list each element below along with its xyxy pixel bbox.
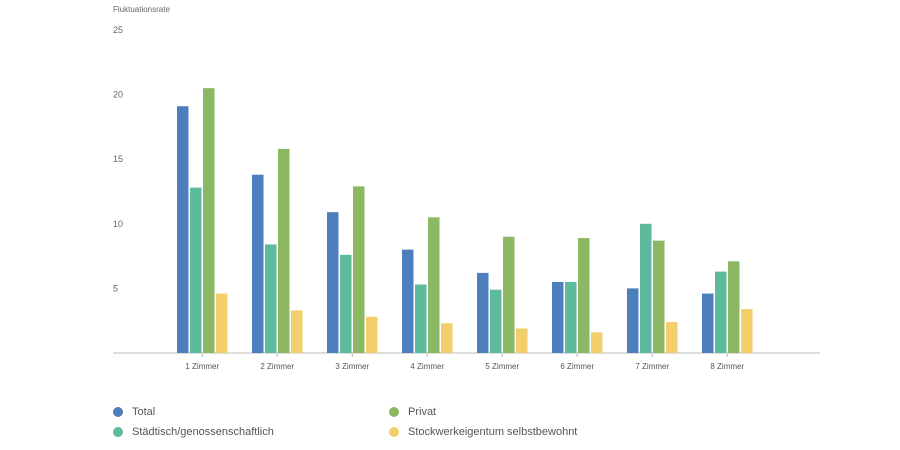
- x-tick-label: 6 Zimmer: [560, 362, 594, 371]
- legend-label: Stockwerkeigentum selbstbewohnt: [408, 426, 578, 438]
- legend-swatch: [113, 407, 123, 417]
- x-tick-label: 8 Zimmer: [710, 362, 744, 371]
- y-tick-label: 25: [113, 25, 123, 35]
- bar-4-series-3[interactable]: [428, 217, 440, 353]
- y-tick-label: 10: [113, 219, 123, 229]
- legend-item-privat[interactable]: Privat: [389, 406, 436, 418]
- x-tick-label: 2 Zimmer: [260, 362, 294, 371]
- bar-4-series-1[interactable]: [402, 249, 414, 353]
- bar-6-series-1[interactable]: [552, 281, 564, 353]
- legend-label: Privat: [408, 406, 437, 418]
- x-tick-label: 7 Zimmer: [635, 362, 669, 371]
- x-tick-label: 5 Zimmer: [485, 362, 519, 371]
- bar-4-series-2[interactable]: [415, 284, 427, 353]
- bar-5-series-2[interactable]: [490, 289, 502, 353]
- bar-2-series-4[interactable]: [291, 310, 303, 353]
- legend-swatch: [389, 427, 399, 437]
- bar-7-series-2[interactable]: [640, 223, 652, 353]
- bar-2-series-1[interactable]: [252, 174, 264, 353]
- bar-2-series-2[interactable]: [265, 244, 277, 353]
- bar-7-series-1[interactable]: [627, 288, 639, 353]
- x-tick-label: 4 Zimmer: [410, 362, 444, 371]
- legend-item-staedtisch[interactable]: Städtisch/genossenschaftlich: [113, 426, 274, 438]
- bar-7-series-3[interactable]: [653, 240, 665, 353]
- legend-item-total[interactable]: Total: [113, 406, 155, 418]
- legend-swatch: [389, 407, 399, 417]
- y-axis-ticks: 5 10 15 20 25: [113, 25, 123, 293]
- bar-3-series-1[interactable]: [327, 212, 339, 353]
- bar-3-series-4[interactable]: [366, 316, 378, 353]
- y-tick-label: 20: [113, 90, 123, 100]
- x-tick-label: 1 Zimmer: [185, 362, 219, 371]
- bar-8-series-1[interactable]: [702, 293, 714, 353]
- bar-5-series-4[interactable]: [516, 328, 528, 353]
- bar-1-series-2[interactable]: [190, 187, 202, 353]
- bar-5-series-3[interactable]: [503, 236, 515, 353]
- legend-swatch: [113, 427, 123, 437]
- legend-label: Total: [132, 406, 156, 418]
- bar-8-series-3[interactable]: [728, 261, 740, 353]
- x-axis-ticks: 1 Zimmer 2 Zimmer 3 Zimmer 4 Zimmer 5 Zimmer…: [185, 353, 744, 371]
- bar-4-series-4[interactable]: [441, 323, 453, 353]
- bars: [177, 88, 753, 353]
- legend: Total Städtisch/genossenschaftlich Priva…: [113, 402, 673, 442]
- bar-1-series-1[interactable]: [177, 106, 189, 353]
- bar-6-series-3[interactable]: [578, 238, 590, 353]
- x-tick-label: 3 Zimmer: [335, 362, 369, 371]
- bar-6-series-2[interactable]: [565, 281, 577, 353]
- bar-8-series-2[interactable]: [715, 271, 727, 353]
- bar-3-series-3[interactable]: [353, 186, 365, 353]
- bar-1-series-3[interactable]: [203, 88, 215, 353]
- y-tick-label: 15: [113, 154, 123, 164]
- y-tick-label: 5: [113, 283, 118, 293]
- legend-label: Städtisch/genossenschaftlich: [132, 426, 274, 438]
- y-axis-title: Fluktuationsrate: [113, 5, 170, 14]
- bar-3-series-2[interactable]: [340, 254, 352, 353]
- bar-5-series-1[interactable]: [477, 272, 489, 353]
- legend-item-stockwerkeigentum[interactable]: Stockwerkeigentum selbstbewohnt: [389, 426, 577, 438]
- bar-2-series-3[interactable]: [278, 148, 290, 353]
- bar-1-series-4[interactable]: [216, 293, 228, 353]
- bar-8-series-4[interactable]: [741, 309, 753, 353]
- bar-7-series-4[interactable]: [666, 321, 678, 353]
- bar-6-series-4[interactable]: [591, 332, 603, 353]
